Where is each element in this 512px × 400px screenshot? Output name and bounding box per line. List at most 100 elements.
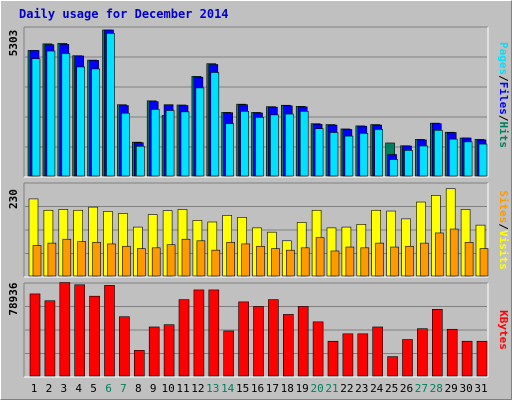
legend-entry: Sites bbox=[497, 190, 510, 223]
x-tick-label: 26 bbox=[400, 382, 413, 395]
x-tick-label: 9 bbox=[150, 382, 157, 395]
bar-sites bbox=[315, 237, 325, 277]
bar-kbytes bbox=[104, 285, 115, 377]
x-tick-label: 30 bbox=[459, 382, 472, 395]
bar-pages bbox=[404, 150, 413, 177]
bar-kbytes bbox=[44, 300, 56, 377]
bar-kbytes bbox=[163, 324, 175, 377]
bar-pages bbox=[106, 33, 115, 177]
bar-pages bbox=[255, 117, 264, 177]
bar-pages bbox=[478, 143, 488, 177]
x-tick-label: 28 bbox=[430, 382, 443, 395]
x-tick-label: 10 bbox=[161, 382, 174, 395]
legend-entry: / bbox=[497, 223, 510, 230]
bar-kbytes bbox=[268, 299, 279, 377]
bar-sites bbox=[196, 240, 206, 277]
bar-kbytes bbox=[208, 289, 220, 377]
legend-entry: Visits bbox=[497, 230, 510, 270]
bar-sites bbox=[122, 245, 131, 277]
bar-sites bbox=[479, 248, 489, 277]
bar-kbytes bbox=[29, 293, 41, 377]
bar-sites bbox=[241, 243, 250, 277]
x-tick-label: 4 bbox=[75, 382, 82, 395]
bar-kbytes bbox=[193, 289, 205, 377]
bar-sites bbox=[77, 241, 86, 277]
bar-sites bbox=[137, 248, 146, 277]
bar-kbytes bbox=[387, 356, 398, 377]
x-tick-label: 3 bbox=[60, 382, 67, 395]
x-tick-label: 17 bbox=[266, 382, 279, 395]
bar-kbytes bbox=[253, 306, 264, 377]
bar-kbytes bbox=[89, 295, 100, 377]
bar-kbytes bbox=[312, 321, 324, 377]
x-tick-label: 7 bbox=[120, 382, 127, 395]
bar-pages bbox=[61, 53, 71, 177]
bar-kbytes bbox=[238, 301, 249, 377]
bar-sites bbox=[32, 245, 42, 277]
x-tick-label: 22 bbox=[340, 382, 353, 395]
bar-sites bbox=[62, 238, 72, 277]
bar-sites bbox=[420, 242, 429, 277]
y-max-label: 230 bbox=[7, 189, 20, 209]
x-tick-label: 14 bbox=[221, 382, 235, 395]
bar-pages bbox=[344, 135, 354, 177]
bar-pages bbox=[389, 159, 398, 177]
x-tick-label: 11 bbox=[176, 382, 189, 395]
x-tick-label: 16 bbox=[251, 382, 264, 395]
bar-pages bbox=[180, 111, 190, 177]
x-tick-label: 24 bbox=[370, 382, 384, 395]
bar-kbytes bbox=[446, 328, 458, 377]
bar-pages bbox=[46, 50, 56, 177]
x-tick-label: 29 bbox=[445, 382, 458, 395]
x-tick-label: 19 bbox=[296, 382, 309, 395]
bar-sites bbox=[211, 249, 221, 277]
legend-entry: / bbox=[497, 115, 510, 122]
bar-sites bbox=[375, 242, 385, 277]
bar-kbytes bbox=[417, 328, 428, 377]
bar-kbytes bbox=[402, 339, 413, 377]
x-tick-label: 21 bbox=[325, 382, 338, 395]
x-tick-label: 25 bbox=[385, 382, 398, 395]
x-tick-label: 6 bbox=[105, 382, 112, 395]
bar-kbytes bbox=[148, 326, 160, 377]
bar-sites bbox=[107, 243, 116, 277]
bar-pages bbox=[374, 129, 384, 177]
bar-pages bbox=[433, 129, 443, 177]
bar-pages bbox=[270, 114, 279, 177]
bar-pages bbox=[240, 111, 249, 177]
bar-kbytes bbox=[327, 340, 339, 377]
bar-kbytes bbox=[372, 326, 384, 377]
bar-kbytes bbox=[476, 340, 488, 377]
bar-kbytes bbox=[431, 309, 443, 377]
bar-pages bbox=[150, 109, 160, 177]
bar-sites bbox=[449, 228, 459, 277]
bar-sites bbox=[330, 250, 340, 277]
bar-sites bbox=[256, 245, 265, 277]
bar-pages bbox=[121, 112, 130, 177]
bar-pages bbox=[165, 110, 175, 177]
x-tick-label: 2 bbox=[46, 382, 53, 395]
legend: Sites/Visits bbox=[497, 190, 510, 270]
bar-sites bbox=[47, 242, 57, 277]
bar-pages bbox=[448, 138, 458, 177]
x-tick-label: 27 bbox=[415, 382, 428, 395]
x-tick-label: 31 bbox=[474, 382, 487, 395]
legend-entry: Hits bbox=[497, 122, 510, 149]
chart-title: Daily usage for December 2014 bbox=[19, 7, 229, 21]
bar-sites bbox=[285, 249, 295, 277]
legend: Pages/Files/Hits bbox=[497, 42, 510, 148]
bar-pages bbox=[136, 145, 145, 177]
x-tick-label: 18 bbox=[281, 382, 294, 395]
legend-entry: KBytes bbox=[497, 310, 510, 350]
legend-entry: Pages bbox=[497, 42, 510, 75]
bar-sites bbox=[271, 248, 280, 277]
bar-kbytes bbox=[223, 330, 234, 377]
bar-sites bbox=[464, 242, 474, 277]
bar-kbytes bbox=[59, 282, 71, 377]
bar-kbytes bbox=[297, 306, 309, 377]
bar-sites bbox=[92, 242, 101, 277]
x-tick-label: 5 bbox=[90, 382, 97, 395]
bar-sites bbox=[300, 247, 310, 277]
bar-sites bbox=[405, 245, 414, 277]
bar-pages bbox=[195, 87, 205, 177]
